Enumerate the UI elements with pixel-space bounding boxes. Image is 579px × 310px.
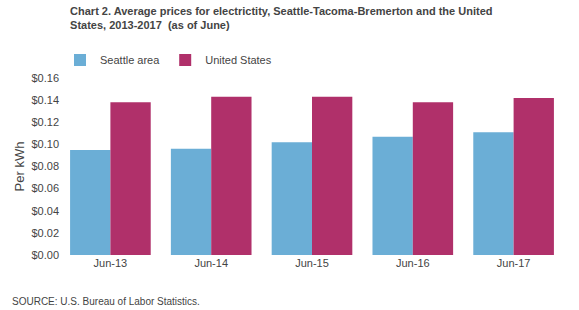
svg-text:Jun-15: Jun-15 xyxy=(295,257,329,269)
svg-text:Jun-17: Jun-17 xyxy=(497,257,531,269)
svg-text:$0.12: $0.12 xyxy=(31,116,59,128)
svg-text:$0.16: $0.16 xyxy=(31,72,59,84)
svg-text:Jun-13: Jun-13 xyxy=(94,257,128,269)
svg-text:$0.02: $0.02 xyxy=(31,227,59,239)
svg-text:$0.14: $0.14 xyxy=(31,94,59,106)
svg-text:SOURCE: U.S. Bureau of Labor S: SOURCE: U.S. Bureau of Labor Statistics. xyxy=(12,296,200,307)
svg-text:United States: United States xyxy=(205,54,272,66)
svg-text:Jun-14: Jun-14 xyxy=(194,257,228,269)
svg-text:$0.10: $0.10 xyxy=(31,138,59,150)
svg-text:Jun-16: Jun-16 xyxy=(396,257,430,269)
svg-text:$0.00: $0.00 xyxy=(31,249,59,261)
svg-text:$0.04: $0.04 xyxy=(31,205,59,217)
svg-text:Seattle area: Seattle area xyxy=(100,54,160,66)
svg-text:$0.08: $0.08 xyxy=(31,160,59,172)
svg-text:$0.06: $0.06 xyxy=(31,182,59,194)
svg-text:Per kWh: Per kWh xyxy=(12,142,27,192)
svg-text:Chart 2. Average prices for el: Chart 2. Average prices for electrictity… xyxy=(70,5,492,31)
